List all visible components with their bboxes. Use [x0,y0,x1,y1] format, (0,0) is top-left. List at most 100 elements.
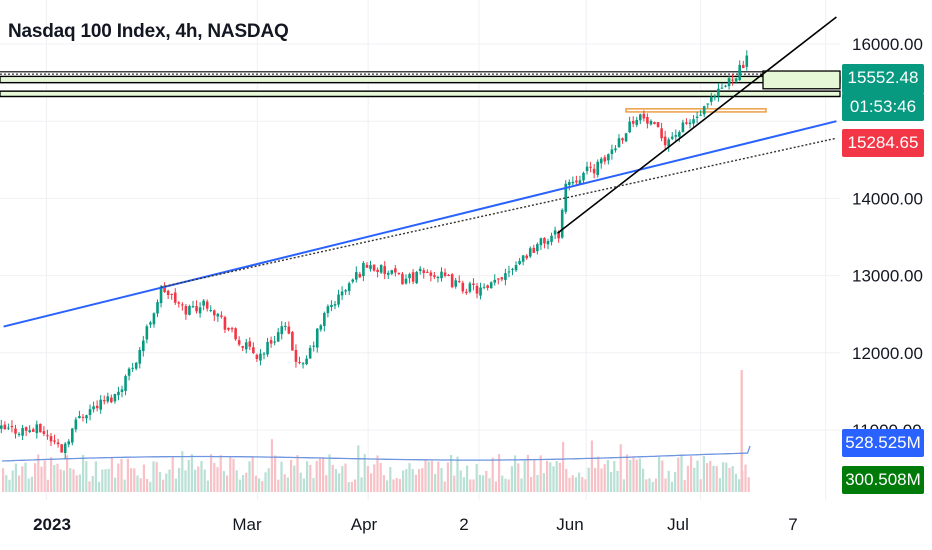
candle-body [315,328,319,348]
candle-body [404,278,408,284]
volume-bar [517,463,520,492]
candle-body [383,266,386,274]
candle-body [670,136,674,139]
volume-bar [530,477,533,492]
x-tick-label: 2 [459,515,468,534]
volume-bar [488,478,491,492]
candle-body [42,431,46,434]
support-zone[interactable] [0,90,841,98]
trendlines[interactable] [3,16,837,328]
volume-bar [699,479,702,492]
volume-bar [248,461,251,492]
volume-bar [206,480,209,492]
volume-bar [123,479,126,492]
volume-bar [587,467,590,492]
candle-body [195,306,198,312]
candle-body [3,424,7,430]
candle-body [21,428,24,436]
volume-bar [360,477,363,492]
volume-bar [181,451,184,492]
candle-body [248,341,252,347]
candle-body [78,416,81,419]
candle-body [433,275,436,277]
volume-bar [293,465,296,492]
volume-bar [98,481,101,492]
volume-bar [539,455,542,492]
candle-body [511,268,514,270]
volume-bar [158,471,161,492]
candle-body [546,240,550,245]
x-axis[interactable]: 2023 Mar Apr 2 Jun Jul 7 [33,515,798,534]
volume-bar [238,479,241,492]
volume-bar [603,464,606,492]
x-tick-label: Apr [351,515,378,534]
dotted-trendline[interactable] [160,137,837,288]
candle-body [592,168,596,174]
volume-bar [546,460,549,492]
blue-trendline[interactable] [3,120,837,328]
candle-body [198,307,202,314]
volume-bar [635,459,638,492]
volume-bar [296,455,299,492]
volume-bar [491,457,494,492]
right-range-box[interactable] [762,70,841,90]
volume-bar [69,468,72,492]
x-tick-label: 7 [788,515,797,534]
volume-bar [40,466,43,492]
volume-bar [670,481,673,492]
candle-body [479,287,482,296]
orange-zone[interactable] [625,108,767,113]
volume-bar [533,459,536,492]
black-trendline[interactable] [557,16,837,234]
candle-body [408,274,411,279]
volume-bar [350,481,353,492]
volume-bar [661,460,664,492]
volume-bar [94,461,97,492]
candle-body [493,279,497,283]
volume-bar [75,475,78,492]
volume-bar [203,469,206,492]
candle-body [99,399,102,410]
candle-body [273,341,276,343]
candle-body [35,424,39,434]
volume-bar [146,478,149,492]
candle-body [635,119,639,125]
volume-bar [53,465,56,492]
candle-body [117,391,120,396]
support-zone[interactable] [0,75,841,84]
candle-body [362,262,365,277]
volume-bar [315,460,318,492]
candle-body [287,326,291,334]
volume-bar [450,454,453,492]
candle-body [564,183,568,212]
volume-spike [740,370,743,492]
volume-tag: 300.508M [842,466,924,494]
volume-bar [389,467,392,492]
volume-bar [667,470,670,492]
candle-body [49,436,53,442]
volume-bar [472,479,475,492]
volume-bar [392,479,395,492]
volume-bar [126,458,129,492]
volume-bar [270,439,273,492]
volume-bar [642,468,645,492]
volume-bar [152,461,155,492]
candle-body [227,327,230,330]
volume-bar [21,466,24,492]
volume-bar [59,469,62,492]
candle-body [67,441,71,445]
volume-bar [133,468,136,492]
volume-bar [536,475,539,492]
volume-bar [645,479,648,492]
volume-bar [571,475,574,492]
volume-bar [117,463,120,492]
volume-bar [526,454,529,492]
candle-body [102,400,106,402]
candle-body [298,362,301,364]
volume-bar [693,467,696,492]
candle-body [326,306,330,314]
candle-body [28,430,31,433]
candle-body [539,238,543,246]
